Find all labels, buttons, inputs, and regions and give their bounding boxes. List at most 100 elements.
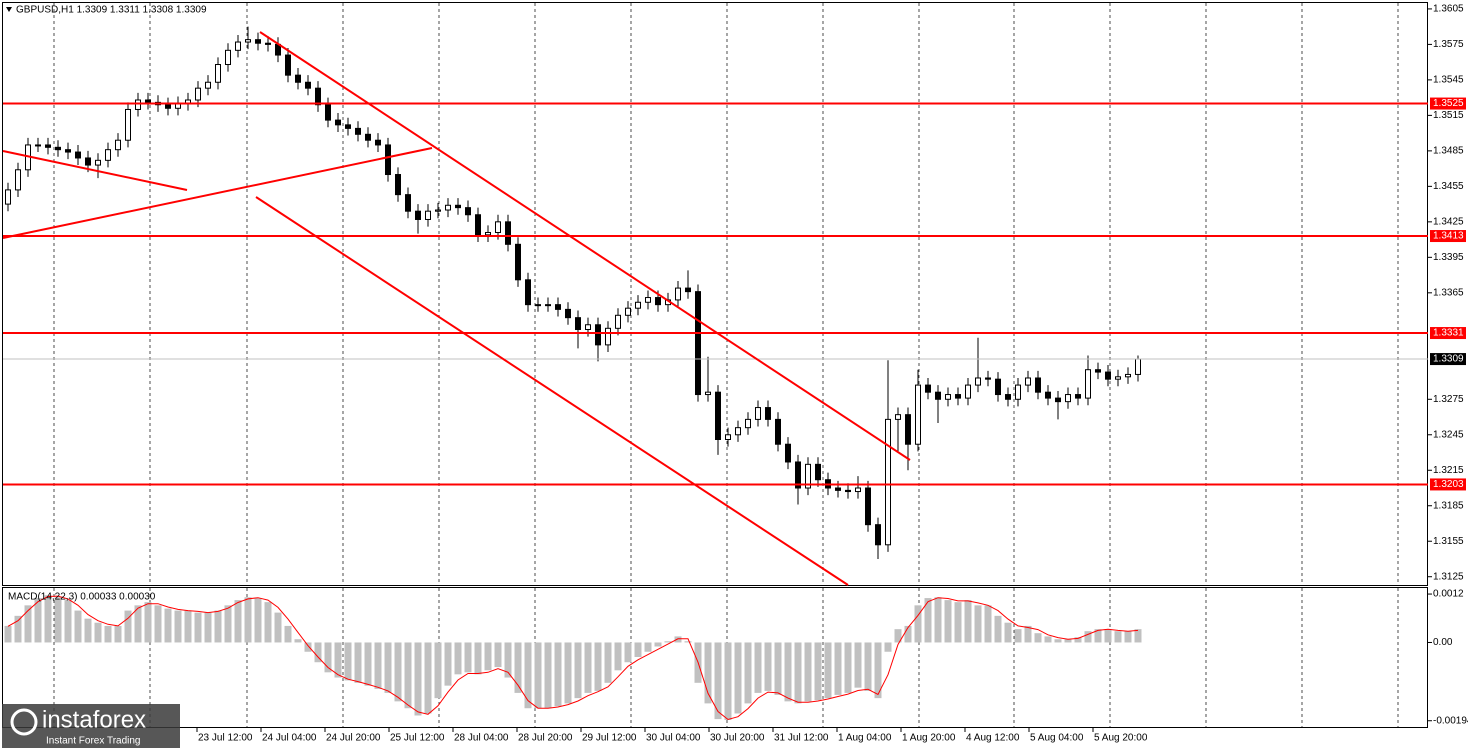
candle-body xyxy=(985,377,991,380)
level-label: 1.3203 xyxy=(1433,479,1464,490)
candle-body xyxy=(1005,394,1011,400)
macd-bar xyxy=(164,608,172,643)
candle-body xyxy=(145,99,151,103)
candle-body xyxy=(235,41,241,51)
candle-body xyxy=(295,74,301,83)
macd-bar xyxy=(474,642,482,675)
macd-bar xyxy=(1024,625,1032,643)
x-tick-label: 1 Aug 04:00 xyxy=(838,733,892,744)
candle-body xyxy=(645,297,651,303)
candle-body xyxy=(715,391,721,440)
x-tick-label: 29 Jul 12:00 xyxy=(582,733,637,744)
last-price-label: 1.3309 xyxy=(1433,354,1464,365)
macd-bar xyxy=(344,642,352,681)
candle-body xyxy=(5,189,11,205)
level-label: 1.3525 xyxy=(1433,98,1464,109)
macd-bar xyxy=(284,625,292,643)
candle-body xyxy=(635,301,641,309)
macd-bar xyxy=(954,602,962,643)
macd-bar xyxy=(14,615,22,643)
macd-bar xyxy=(884,642,892,652)
candle-body xyxy=(975,377,981,386)
macd-bar xyxy=(614,642,622,671)
marks xyxy=(3,26,1428,721)
logo: instaforex Instant Forex Trading xyxy=(2,704,180,748)
x-tick-label: 5 Aug 20:00 xyxy=(1094,733,1148,744)
menu-triangle xyxy=(6,7,12,12)
y-tick-label: 1.3515 xyxy=(1433,110,1464,121)
macd-bar xyxy=(214,610,222,643)
y-tick-label: 0.00 xyxy=(1433,637,1453,648)
candle-body xyxy=(845,489,851,493)
candle-body xyxy=(445,204,451,211)
macd-bar xyxy=(804,642,812,702)
macd-signal xyxy=(7,595,1139,721)
labels: 23 Jul 12:00 24 Jul 04:00 24 Jul 20:00 25 J… xyxy=(198,4,1468,744)
candle-body xyxy=(115,139,121,151)
candle-body xyxy=(995,378,1001,396)
macd-bar xyxy=(644,642,652,652)
macd-bar xyxy=(374,642,382,689)
candle-body xyxy=(575,317,581,330)
macd-bar xyxy=(154,605,162,643)
x-tick-label: 24 Jul 04:00 xyxy=(262,733,317,744)
logo-icon xyxy=(10,708,38,736)
candle-body xyxy=(965,384,971,399)
level-label-box xyxy=(1430,478,1466,491)
macd-bar xyxy=(364,642,372,686)
candle-body xyxy=(785,443,791,463)
macd-bar xyxy=(714,642,722,720)
candle-body xyxy=(585,324,591,330)
macd-bar xyxy=(834,642,842,695)
candle-body xyxy=(1075,394,1081,399)
x-tick-label: 24 Jul 20:00 xyxy=(326,733,381,744)
candle-body xyxy=(1015,384,1021,400)
candle-body xyxy=(205,81,211,89)
x-tick-label: 1 Aug 20:00 xyxy=(902,733,956,744)
candle-body xyxy=(375,139,381,146)
macd-bar xyxy=(894,629,902,643)
macd-bar xyxy=(254,598,262,643)
x-tick-label: 28 Jul 04:00 xyxy=(454,733,509,744)
macd-bar xyxy=(574,642,582,699)
macd-bar xyxy=(874,642,882,699)
candle-body xyxy=(625,307,631,316)
macd-bar xyxy=(134,605,142,643)
logo-name: instaforex xyxy=(42,706,146,733)
candle-body xyxy=(425,210,431,220)
candle-body xyxy=(345,124,351,129)
macd-bar xyxy=(984,605,992,643)
candle-body xyxy=(405,194,411,212)
x-tick-label: 30 Jul 20:00 xyxy=(710,733,765,744)
trend-line xyxy=(259,31,911,461)
macd-bar xyxy=(304,642,312,652)
candle-body xyxy=(55,146,61,151)
x-tick-label: 31 Jul 12:00 xyxy=(774,733,829,744)
macd-bar xyxy=(4,625,12,643)
macd-bar xyxy=(724,642,732,720)
candle-body xyxy=(495,221,501,233)
macd-bar xyxy=(564,642,572,704)
y-tick-label: -0.00194 xyxy=(1433,715,1468,726)
macd-bar xyxy=(464,642,472,673)
macd-bar xyxy=(1124,631,1132,643)
candle-body xyxy=(595,324,601,346)
macd-title: MACD(14,22,3) 0.00033 0.00030 xyxy=(8,592,156,603)
macd-bar xyxy=(1094,629,1102,643)
macd-bar xyxy=(494,642,502,668)
y-tick-label: 1.3575 xyxy=(1433,39,1464,50)
macd-bar xyxy=(394,642,402,702)
candle-body xyxy=(955,394,961,399)
candle-body xyxy=(735,427,741,436)
candle-body xyxy=(915,384,921,445)
macd-bar xyxy=(294,639,302,643)
macd-bar xyxy=(864,642,872,691)
macd-bar xyxy=(624,642,632,663)
macd-bar xyxy=(444,642,452,686)
candle-body xyxy=(75,151,81,159)
macd-bar xyxy=(424,642,432,714)
candle-body xyxy=(285,54,291,76)
candle-body xyxy=(1125,373,1131,378)
candle-body xyxy=(775,418,781,445)
